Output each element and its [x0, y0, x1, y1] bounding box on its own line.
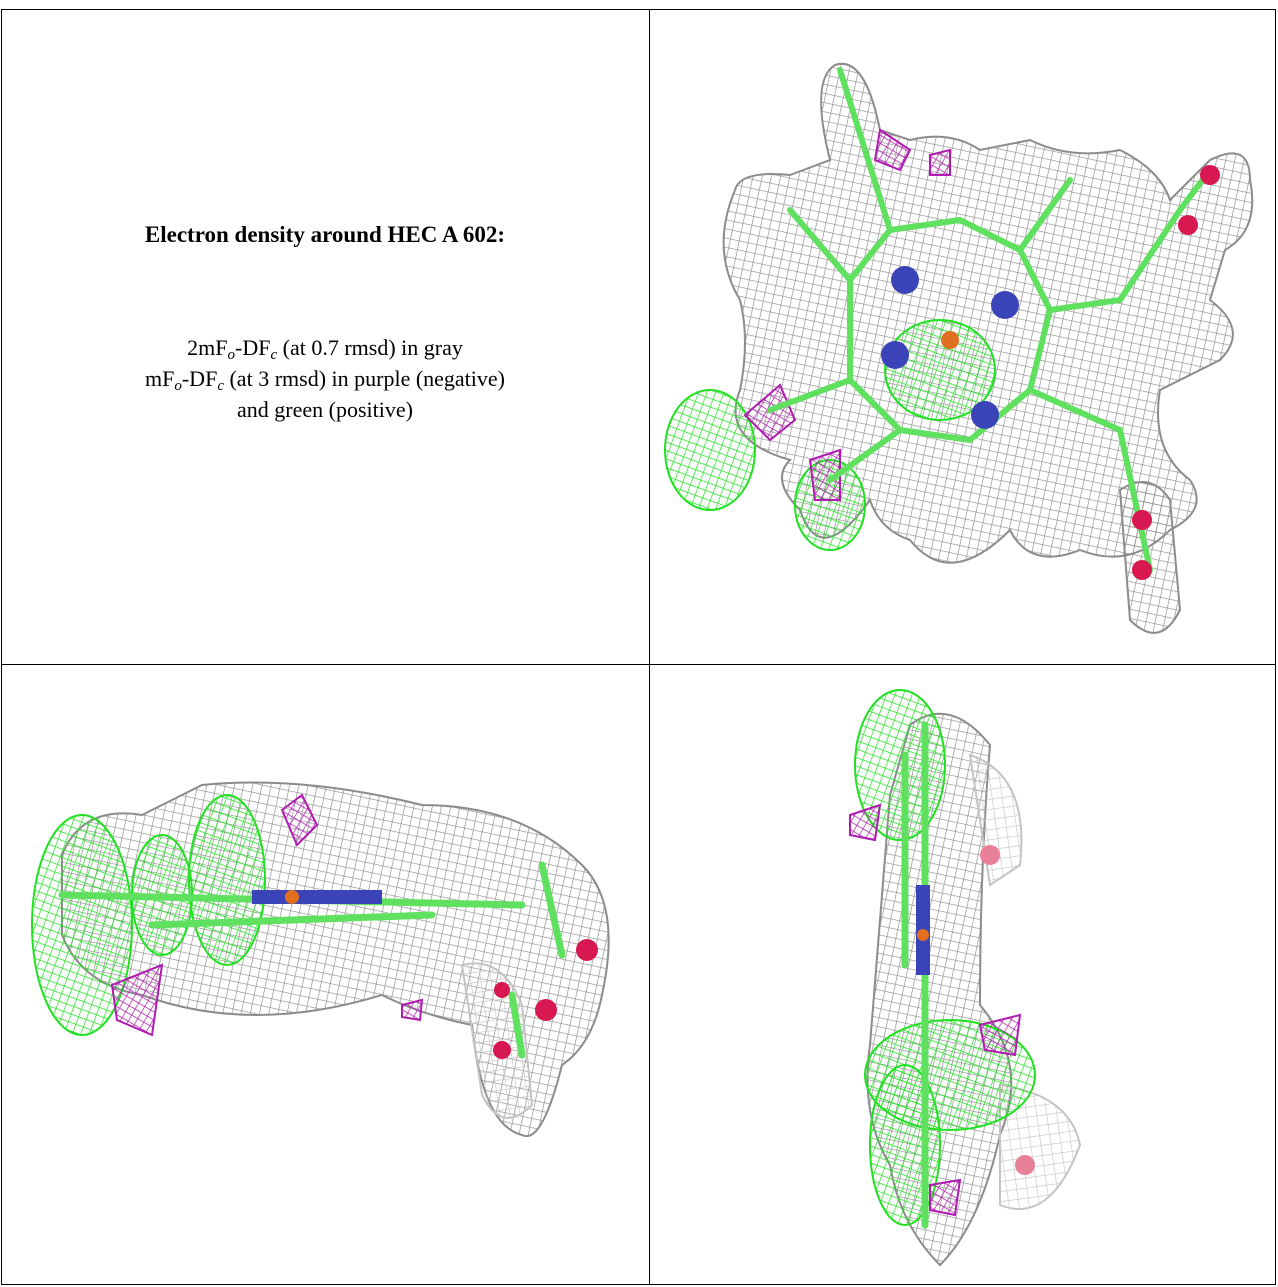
nitrogen-atoms — [881, 266, 1019, 429]
cell-divider — [649, 9, 650, 1285]
text-run: 2mF — [187, 335, 228, 360]
text-run: and green (positive) — [237, 397, 413, 422]
text-run: (at 3 rmsd) in purple (negative) — [223, 366, 505, 391]
text-run: mF — [145, 366, 175, 391]
iron-atom — [941, 331, 959, 349]
iron-atom — [285, 890, 299, 904]
subscript: o — [227, 347, 236, 363]
purple-density — [280, 793, 319, 847]
subscript: c — [217, 378, 224, 394]
oxygen-atoms — [493, 939, 598, 1059]
purple-density — [401, 998, 424, 1022]
subscript: c — [270, 347, 278, 363]
subscript: o — [174, 378, 182, 394]
oxygen-atoms — [1132, 165, 1220, 580]
caption-line: mFo-DFc (at 3 rmsd) in purple (negative) — [2, 363, 648, 394]
purple-density — [808, 448, 841, 501]
caption-line: 2mFo-DFc (at 0.7 rmsd) in gray — [2, 332, 648, 363]
caption-cell: Electron density around HEC A 602: 2mFo-… — [2, 10, 648, 663]
cell-divider — [1, 664, 1276, 665]
green-density — [664, 389, 756, 511]
table-border — [1, 9, 1276, 1285]
caption-title: Electron density around HEC A 602: — [144, 222, 506, 247]
density-view-side — [31, 781, 610, 1138]
text-run: -DF — [235, 335, 271, 360]
gray-density — [968, 753, 1082, 1210]
purple-density — [849, 803, 1022, 1217]
purple-density — [929, 148, 951, 176]
nitrogen-atoms — [252, 890, 382, 904]
caption-lines: 2mFo-DFc (at 0.7 rmsd) in gray mFo-DFc (a… — [2, 332, 648, 425]
density-view-edge — [849, 689, 1082, 1267]
model-sticks — [767, 67, 1213, 573]
caption-line: and green (positive) — [2, 394, 648, 425]
green-density — [884, 319, 996, 421]
green-density — [188, 794, 266, 966]
text-run: -DF — [181, 366, 218, 391]
iron-atom — [917, 929, 929, 941]
purple-density — [873, 128, 912, 172]
density-view-top — [664, 62, 1254, 634]
text-run: (at 0.7 rmsd) in gray — [277, 335, 463, 360]
purple-density — [110, 963, 164, 1037]
green-density — [31, 814, 133, 1036]
oxygen-atoms — [980, 845, 1035, 1175]
